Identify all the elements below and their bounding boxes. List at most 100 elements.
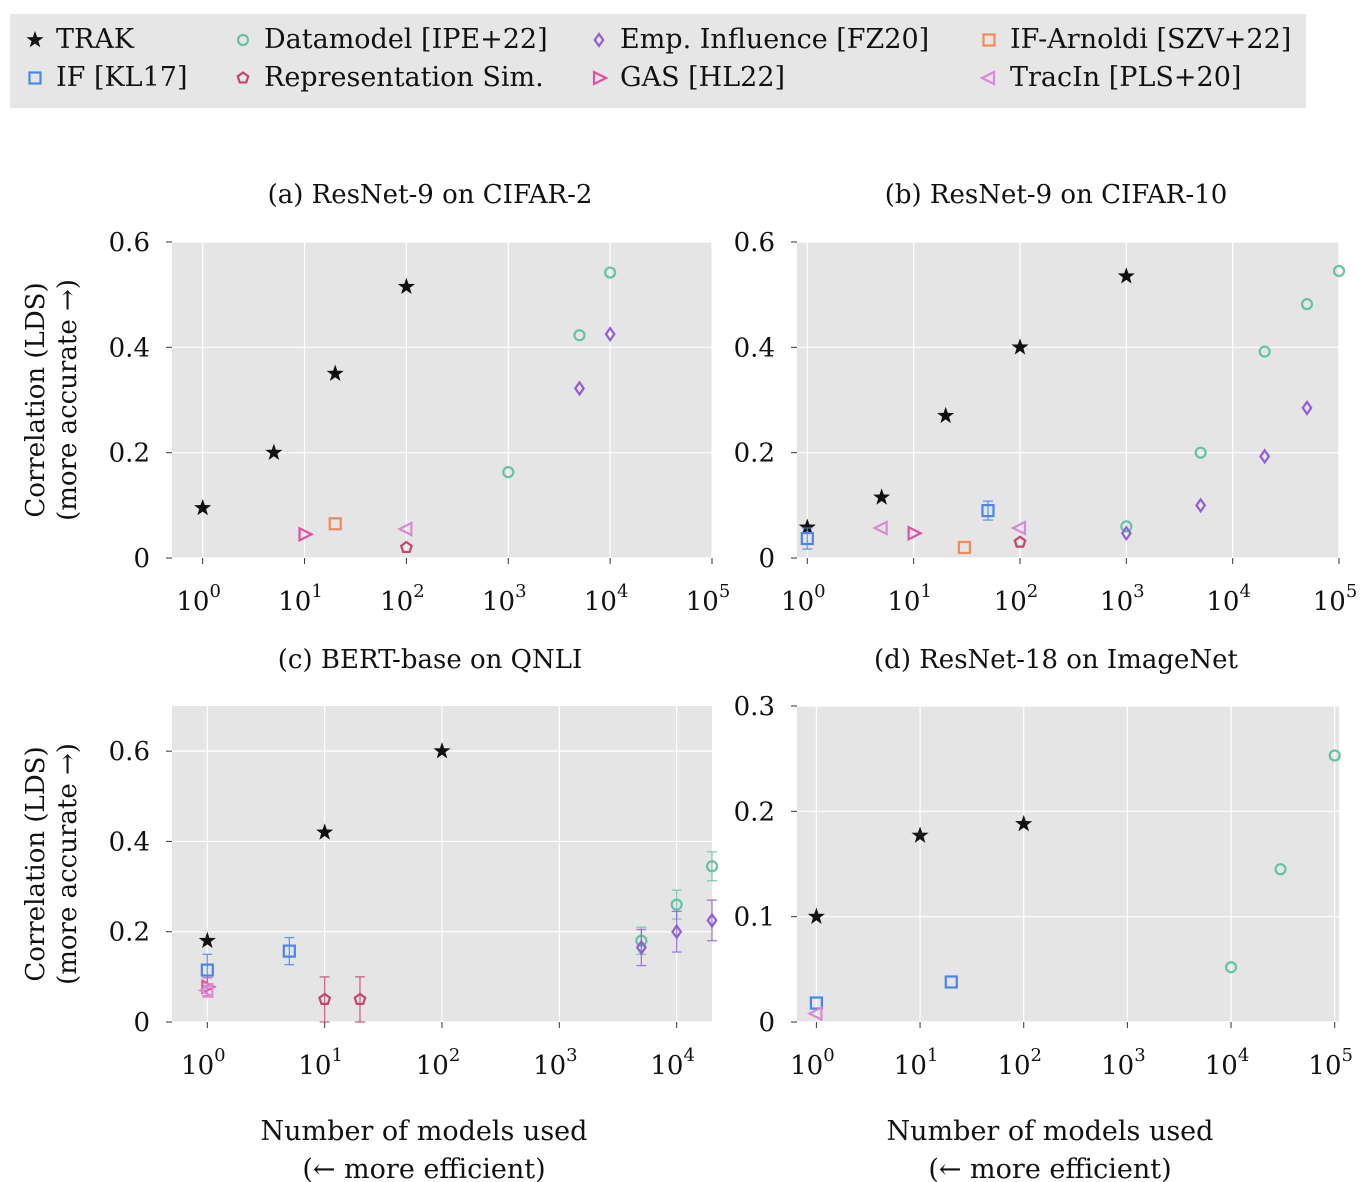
data-point-emp-influence <box>671 923 683 940</box>
y-tick-label: 0 <box>133 544 150 574</box>
legend-label: TracIn [PLS+20] <box>1010 62 1242 93</box>
data-point-datamodel <box>1332 264 1346 278</box>
y-tick-label: 0.2 <box>109 918 150 948</box>
legend-item-emp-influence: Emp. Influence [FZ20] <box>588 24 929 55</box>
legend-item-if-arnoldi: IF-Arnoldi [SZV+22] <box>978 24 1291 55</box>
series-if-arnoldi <box>957 540 971 555</box>
data-point-trak <box>265 443 283 460</box>
data-point-datamodel <box>604 266 617 279</box>
legend-label: Emp. Influence [FZ20] <box>620 24 930 55</box>
data-point-emp-influence <box>573 380 586 397</box>
chart-title: (b) ResNet-9 on CIFAR-10 <box>885 180 1228 210</box>
data-point-representation-sim <box>353 992 367 1005</box>
series-representation-sim <box>399 540 413 554</box>
series-if <box>800 500 995 550</box>
data-point-emp-influence <box>604 326 616 343</box>
chart-title: (c) BERT-base on QNLI <box>278 645 583 675</box>
chart-title: (a) ResNet-9 on CIFAR-2 <box>268 180 593 210</box>
x-tick-label: 105 <box>1313 581 1358 617</box>
data-point-datamodel <box>1300 298 1314 311</box>
legend-item-trak: TRAK <box>24 24 134 55</box>
chart-panel-4: 100 101 102 103 104 105 0 0.1 0.2 0.3 (d) ResNet-1… <box>734 645 1353 1182</box>
data-point-trak <box>798 518 816 535</box>
y-axis-label: Correlation (LDS) <box>21 282 51 517</box>
x-tick-label: 102 <box>997 1045 1042 1081</box>
data-point-if-arnoldi <box>957 540 971 555</box>
error-bar <box>802 527 813 550</box>
series-tracin <box>396 521 413 537</box>
chart-panel-1: 100 101 102 103 104 105 0 0.2 0.4 0.6 (a) ResNet-9… <box>21 180 730 617</box>
series-tracin <box>197 982 214 999</box>
error-bar <box>354 976 365 1023</box>
data-point-datamodel <box>1120 520 1133 533</box>
legend-label: GAS [HL22] <box>620 62 786 93</box>
series-representation-sim <box>318 976 367 1023</box>
x-tick-label: 101 <box>278 581 323 617</box>
y-tick-label: 0.2 <box>734 797 775 827</box>
x-tick-label: 100 <box>790 1045 835 1081</box>
series-trak <box>798 267 1135 535</box>
series-emp-influence <box>573 326 616 397</box>
series-trak <box>807 814 1033 924</box>
data-point-representation-sim <box>399 540 413 554</box>
x-axis-label-note: (← more efficient) <box>928 1154 1171 1182</box>
x-tick-label: 103 <box>1100 581 1145 617</box>
plot-area <box>172 242 712 558</box>
series-trak <box>198 742 451 949</box>
data-point-representation-sim <box>1013 535 1027 548</box>
series-trak <box>194 277 415 516</box>
series-datamodel <box>502 266 617 479</box>
legend-marker-square-icon <box>982 32 996 47</box>
x-tick-label: 101 <box>894 1045 939 1081</box>
data-point-datamodel <box>1258 345 1271 358</box>
data-point-if <box>800 531 814 546</box>
y-tick-label: 0.2 <box>109 439 150 469</box>
x-tick-label: 102 <box>380 581 425 617</box>
legend-marker-tri-left-icon <box>979 69 996 86</box>
data-point-gas <box>907 525 924 542</box>
x-tick-label: 104 <box>1205 1045 1250 1081</box>
x-tick-label: 104 <box>584 581 629 617</box>
legend-marker-circle-icon <box>236 33 250 46</box>
legend-item-gas: GAS [HL22] <box>588 62 785 93</box>
y-tick-label: 0.4 <box>109 333 150 363</box>
error-bar <box>284 936 295 966</box>
data-point-trak <box>873 488 891 505</box>
series-if-arnoldi <box>328 517 342 531</box>
legend: TRAK Datamodel [IPE+22] Emp. Influence [FZ… <box>10 14 1306 108</box>
x-axis-label-note: (← more efficient) <box>302 1154 545 1182</box>
y-tick-label: 0.1 <box>734 903 775 933</box>
y-tick-label: 0 <box>758 544 775 574</box>
x-tick-label: 105 <box>686 581 731 617</box>
data-point-trak <box>1011 338 1029 355</box>
error-bar <box>319 976 330 1023</box>
series-gas <box>298 526 314 543</box>
series-emp-influence <box>635 899 718 967</box>
y-tick-label: 0.3 <box>734 692 775 722</box>
y-tick-label: 0.4 <box>734 333 775 363</box>
data-point-emp-influence <box>1259 448 1271 465</box>
x-tick-label: 102 <box>416 1045 461 1081</box>
data-point-if <box>200 963 214 977</box>
y-tick-label: 0.6 <box>109 228 150 258</box>
legend-marker-tri-right-icon <box>592 69 609 86</box>
data-point-trak <box>316 823 334 840</box>
data-point-if <box>282 944 296 958</box>
data-point-if <box>981 504 995 518</box>
x-tick-label: 100 <box>181 1045 226 1081</box>
chart-title: (d) ResNet-18 on ImageNet <box>874 645 1238 675</box>
data-point-datamodel <box>1328 749 1341 762</box>
x-tick-label: 104 <box>650 1045 695 1081</box>
data-point-datamodel <box>1224 961 1238 974</box>
data-point-trak <box>433 742 451 759</box>
y-tick-label: 0.6 <box>109 737 150 767</box>
y-tick-label: 0.4 <box>109 827 150 857</box>
error-bar <box>707 899 717 942</box>
x-tick-label: 101 <box>298 1045 343 1081</box>
legend-marker-square-icon <box>28 70 42 85</box>
data-point-trak <box>1117 267 1135 284</box>
plot-area <box>797 242 1339 558</box>
data-point-trak <box>937 406 955 424</box>
x-axis-label: Number of models used <box>887 1116 1214 1147</box>
